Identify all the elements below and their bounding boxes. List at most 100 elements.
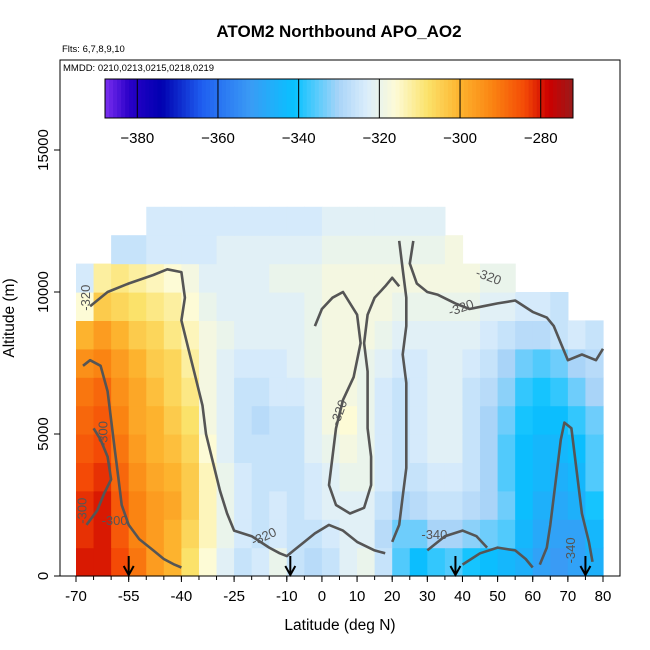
heatmap-cell (585, 377, 604, 407)
colorbar-swatch (431, 79, 437, 118)
heatmap-cell (409, 519, 428, 549)
colorbar-swatch (222, 79, 227, 118)
colorbar-swatch (520, 79, 526, 118)
heatmap-cell (339, 292, 358, 321)
heatmap-cell (497, 405, 516, 435)
heatmap-cell (251, 519, 270, 549)
heatmap-cell (234, 320, 253, 350)
heatmap-cell (550, 547, 569, 577)
heatmap-cell (462, 292, 481, 321)
heatmap-cell (321, 519, 341, 549)
heatmap-cell (392, 519, 411, 549)
heatmap-cell (163, 235, 182, 265)
heatmap-cell (462, 405, 481, 435)
heatmap-cell (234, 405, 253, 435)
heatmap-cell (269, 235, 288, 265)
heatmap-cell (128, 547, 147, 577)
heatmap-cell (216, 519, 235, 549)
colorbar-swatch (516, 79, 522, 118)
heatmap-cells (76, 206, 604, 577)
heatmap-cell (497, 462, 516, 492)
colorbar-swatch (238, 79, 243, 118)
flights-note: Flts: 6,7,8,9,10 (62, 44, 125, 55)
heatmap-cell (76, 263, 95, 293)
heatmap-cell (427, 292, 446, 321)
heatmap-cell (163, 434, 182, 463)
heatmap-cell (198, 292, 218, 321)
colorbar-swatch (234, 79, 239, 118)
heatmap-cell (163, 490, 182, 520)
heatmap-cell (111, 235, 130, 265)
heatmap-cell (181, 490, 200, 520)
heatmap-cell (515, 377, 534, 407)
colorbar-swatch (197, 79, 203, 118)
heatmap-cell (251, 320, 270, 350)
heatmap-cell (374, 490, 393, 520)
heatmap-cell (251, 263, 270, 293)
heatmap-cell (480, 405, 499, 435)
heatmap-cell (163, 377, 182, 407)
colorbar-swatch (193, 79, 199, 118)
heatmap-cell (444, 490, 464, 520)
heatmap-cell (234, 490, 253, 520)
heatmap-cell (497, 377, 516, 407)
heatmap-cell (163, 292, 182, 321)
contour-line (408, 240, 605, 362)
heatmap-cell (304, 405, 323, 435)
heatmap-cell (163, 547, 182, 577)
heatmap-cell (515, 519, 534, 549)
colorbar-swatch (254, 79, 259, 118)
heatmap-cell (216, 405, 235, 435)
heatmap-cell (339, 348, 358, 378)
heatmap-cell (146, 405, 165, 435)
colorbar-swatch (359, 79, 364, 118)
contour-line (461, 546, 534, 569)
colorbar-swatch (165, 79, 171, 118)
heatmap-cell (198, 320, 218, 350)
colorbar-swatch (121, 79, 126, 118)
heatmap-cell (198, 235, 218, 265)
chart-title: ATOM2 Northbound APO_AO2 (216, 22, 461, 41)
heatmap-cell (198, 462, 218, 492)
heatmap-cell (234, 292, 253, 321)
heatmap-cell (357, 462, 376, 492)
colorbar-swatch (270, 79, 275, 118)
heatmap-cell (269, 377, 288, 407)
heatmap-cell (392, 292, 411, 321)
heatmap-cell (216, 462, 235, 492)
colorbar-swatch (226, 79, 231, 118)
heatmap-cell (339, 206, 358, 236)
colorbar-swatch (290, 79, 296, 118)
heatmap-cell (462, 434, 481, 463)
heatmap-cell (93, 490, 112, 520)
heatmap-cell (427, 547, 446, 577)
colorbar-swatch (318, 79, 324, 118)
colorbar-swatch (564, 79, 570, 118)
heatmap-cell (269, 405, 288, 435)
colorbar-swatch (411, 79, 417, 118)
heatmap-cell (550, 348, 569, 378)
heatmap-cell (216, 292, 235, 321)
heatmap-cell (146, 490, 165, 520)
heatmap-cell (198, 206, 218, 236)
contour-label: -300 (75, 498, 90, 524)
contour-line (85, 427, 113, 526)
heatmap-cell (357, 206, 376, 236)
heatmap-cell (251, 490, 270, 520)
heatmap-cell (321, 206, 341, 236)
heatmap-cell (181, 519, 200, 549)
heatmap-cell (76, 377, 95, 407)
heatmap-cell (392, 320, 411, 350)
heatmap-cell (269, 519, 288, 549)
x-axis: -70 -55 -40 -25 -10 0 10 20 30 40 50 60 70 80 (65, 576, 611, 605)
heatmap-cell (339, 235, 358, 265)
colorbar-swatch (399, 79, 405, 118)
heatmap-cell (427, 434, 446, 463)
heatmap-cell (198, 348, 218, 378)
colorbar-swatch (524, 79, 530, 118)
heatmap-cell (286, 519, 305, 549)
heatmap-cell (216, 434, 235, 463)
heatmap-cell (357, 235, 376, 265)
heatmap-cell (480, 547, 499, 577)
heatmap-cell (251, 405, 270, 435)
